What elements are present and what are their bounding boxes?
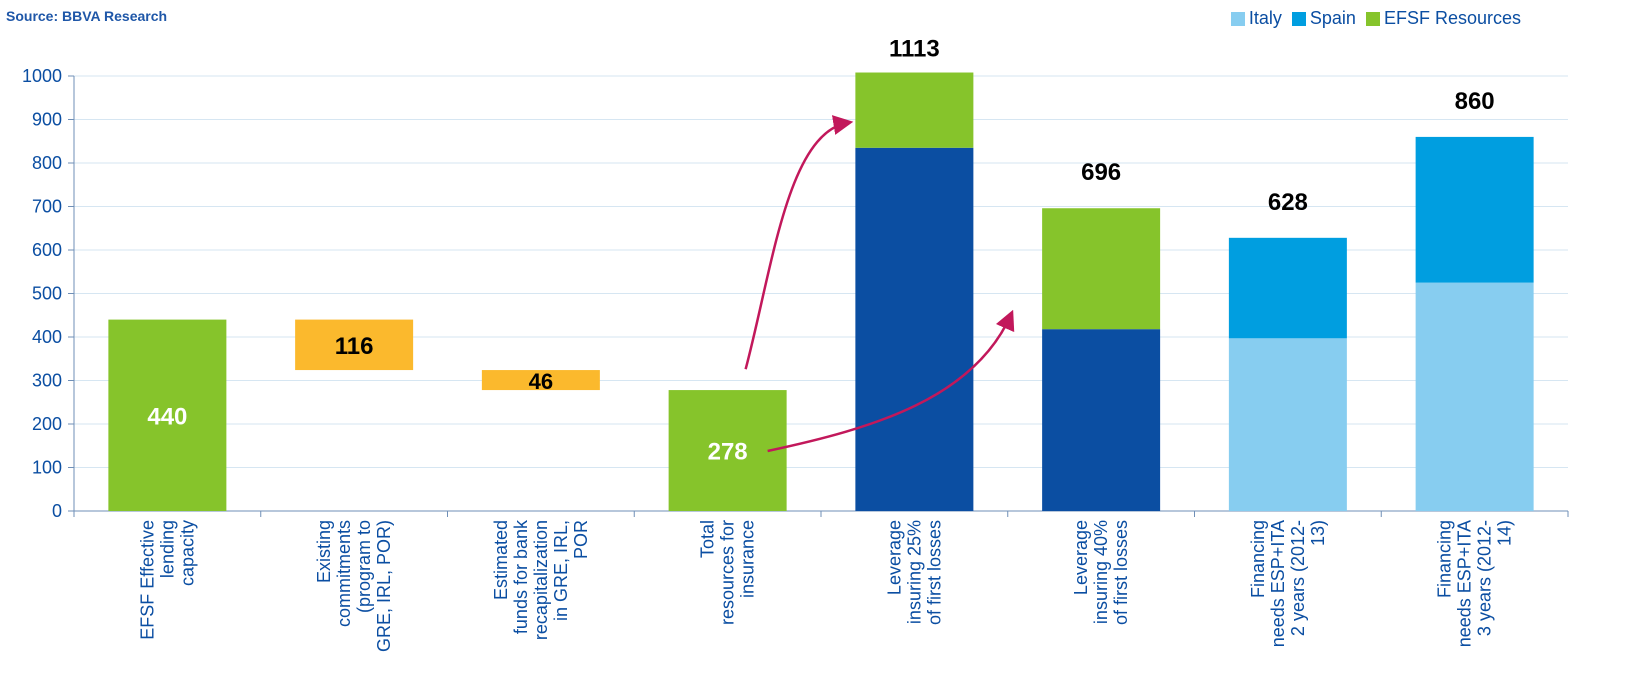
bar-segment [1415, 136, 1534, 283]
legend-label-spain: Spain [1309, 8, 1356, 28]
bar-value-label: 46 [529, 369, 553, 394]
y-tick-label: 900 [32, 110, 62, 130]
bar-segment [668, 390, 787, 511]
x-category-label: in GRE, IRL, [551, 520, 571, 621]
bar-segment [1415, 282, 1534, 511]
x-category-label: lending [157, 520, 177, 578]
x-category-label: insurance [738, 520, 758, 598]
x-category-label: POR [571, 520, 591, 559]
legend: Italy Spain EFSF Resources [1230, 8, 1521, 29]
bar-value-label: 116 [335, 333, 374, 360]
legend-item-efsf: EFSF Resources [1365, 8, 1521, 29]
bar-segment [855, 72, 974, 148]
bar-segment [108, 319, 227, 511]
leverage-arrow-25 [744, 115, 854, 370]
bar-value-label: 1113 [889, 36, 940, 63]
legend-item-spain: Spain [1291, 8, 1356, 29]
bar-value-label: 278 [708, 439, 748, 466]
legend-label-italy: Italy [1248, 8, 1282, 28]
x-category-label: Financing [1248, 520, 1268, 598]
source-note: Source: BBVA Research [6, 8, 168, 24]
y-tick-label: 0 [52, 501, 62, 521]
legend-swatch-spain [1291, 11, 1306, 26]
x-category-label: 13) [1308, 520, 1328, 546]
x-category-label: 2 years (2012- [1288, 520, 1308, 636]
bar-segment [1228, 237, 1347, 339]
y-tick-label: 800 [32, 153, 62, 173]
bar-segment [1042, 329, 1161, 511]
legend-item-italy: Italy [1230, 8, 1282, 29]
x-category-label: EFSF Effective [137, 520, 157, 640]
y-tick-label: 600 [32, 240, 62, 260]
x-category-label: capacity [177, 520, 197, 586]
y-tick-label: 100 [32, 458, 62, 478]
bar-segment [481, 370, 600, 391]
y-tick-label: 400 [32, 327, 62, 347]
legend-swatch-italy [1230, 11, 1245, 26]
bar-value-label: 696 [1081, 159, 1121, 186]
legend-label-efsf: EFSF Resources [1383, 8, 1521, 28]
leverage-arrow-40 [767, 309, 1015, 453]
bar-segment [1228, 338, 1347, 511]
bar-segment [1042, 208, 1161, 330]
x-category-label: Existing [314, 520, 334, 583]
x-category-label: of first losses [1111, 520, 1131, 625]
y-tick-label: 700 [32, 197, 62, 217]
x-category-label: of first losses [924, 520, 944, 625]
legend-swatch-efsf [1365, 11, 1380, 26]
x-category-label: needs ESP+ITA [1268, 520, 1288, 647]
x-category-label: insuring 40% [1091, 520, 1111, 624]
x-category-label: 3 years (2012- [1475, 520, 1495, 636]
y-tick-label: 200 [32, 414, 62, 434]
x-category-label: Estimated [491, 520, 511, 600]
y-tick-label: 1000 [22, 66, 62, 86]
x-category-label: Total [698, 520, 718, 558]
bar-value-label: 440 [147, 403, 187, 430]
x-category-label: needs ESP+ITA [1455, 520, 1475, 647]
bar-value-label: 860 [1455, 88, 1495, 115]
bar-value-label: 628 [1268, 189, 1308, 216]
x-category-label: recapitalization [531, 520, 551, 640]
x-category-label: commitments [334, 520, 354, 627]
bar-segment [855, 147, 974, 511]
x-category-label: GRE, IRL, POR) [374, 520, 394, 652]
y-tick-label: 500 [32, 284, 62, 304]
x-category-label: Leverage [884, 520, 904, 595]
x-category-label: resources for [718, 520, 738, 625]
x-category-label: (program to [354, 520, 374, 613]
bar-segment [295, 319, 414, 371]
x-category-label: Financing [1435, 520, 1455, 598]
y-tick-label: 300 [32, 371, 62, 391]
x-category-label: Leverage [1071, 520, 1091, 595]
x-category-label: funds for bank [511, 519, 531, 634]
x-category-label: 14) [1495, 520, 1515, 546]
x-category-label: insuring 25% [904, 520, 924, 624]
